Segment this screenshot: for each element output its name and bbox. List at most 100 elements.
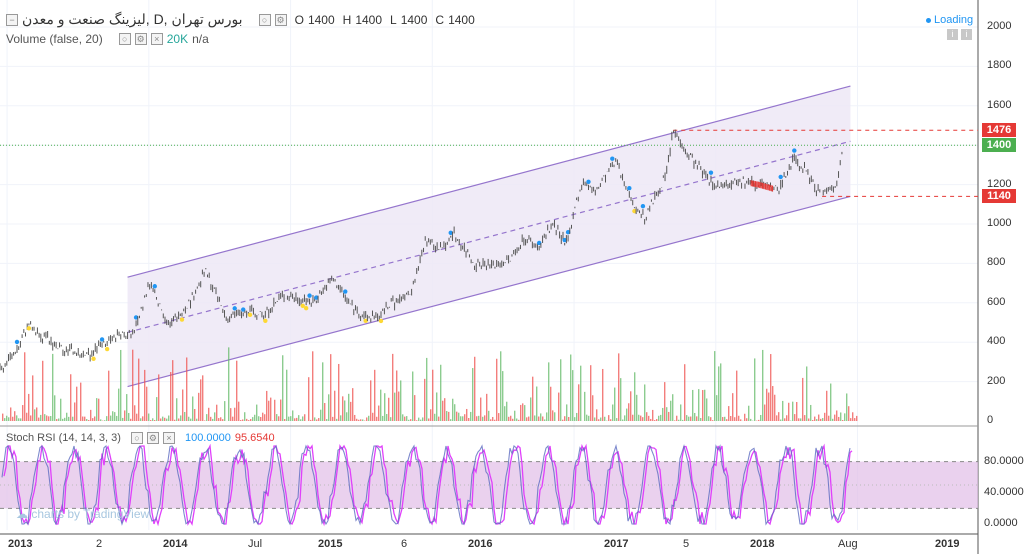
volume-bar (28, 393, 30, 421)
channel-lower-line[interactable] (127, 195, 851, 388)
volume-bar (722, 417, 724, 421)
visibility-icon[interactable]: ○ (258, 13, 271, 26)
volume-bar (474, 356, 476, 421)
volume-bar (358, 419, 360, 421)
info-icon[interactable]: i (947, 29, 958, 40)
volume-bar (380, 389, 382, 421)
volume-bar (638, 414, 640, 421)
volume-bar (144, 369, 146, 421)
signal-marker (632, 208, 637, 214)
channel-upper-line[interactable] (127, 85, 851, 278)
volume-bar (524, 405, 526, 421)
volume-bar (206, 414, 208, 421)
volume-bar (534, 415, 536, 421)
signal-marker (708, 170, 714, 175)
close-icon[interactable]: × (162, 432, 175, 444)
volume-bar (262, 412, 264, 421)
volume-bar (848, 406, 850, 421)
loading-text: Loading (934, 14, 974, 26)
volume-bar (740, 419, 742, 421)
time-axis-label: 2014 (163, 538, 188, 550)
volume-bar (688, 416, 690, 421)
volume-bar (114, 412, 116, 421)
volume-bar (10, 407, 12, 421)
volume-bar (696, 416, 698, 421)
volume-bar (546, 412, 548, 421)
volume-bar (658, 415, 660, 421)
volume-bar (168, 415, 170, 421)
signal-marker (152, 284, 157, 289)
signal-marker (610, 156, 615, 161)
volume-bar (56, 419, 58, 421)
volume-bar (614, 387, 616, 421)
volume-bar (140, 418, 142, 421)
volume-label[interactable]: Volume (false, 20) (6, 32, 103, 46)
volume-bar (194, 408, 196, 421)
volume-bar (636, 394, 638, 421)
tradingview-watermark[interactable]: ☁ charts by TradingView (16, 507, 150, 521)
collapse-icon[interactable]: − (6, 13, 18, 26)
volume-bar (676, 415, 678, 421)
volume-bar (484, 415, 486, 421)
volume-bar (110, 415, 112, 421)
settings-icon[interactable]: ⚙ (134, 33, 147, 45)
visibility-icon[interactable]: ○ (118, 33, 131, 45)
watermark-text: charts by TradingView (31, 507, 150, 521)
volume-bar (88, 419, 90, 421)
volume-bar (480, 397, 482, 421)
volume-bar (424, 378, 426, 421)
volume-bar (62, 418, 64, 421)
volume-bar (562, 419, 564, 421)
volume-bar (220, 417, 222, 421)
info-icon[interactable]: i (961, 29, 972, 40)
volume-bar (286, 369, 288, 421)
volume-bar (576, 412, 578, 421)
signal-marker (232, 306, 237, 311)
price-axis-label: 0 (987, 414, 994, 426)
volume-bar (278, 416, 280, 421)
volume-bar (150, 420, 152, 421)
volume-bar (518, 419, 520, 421)
price-axis-label: 1200 (987, 177, 1012, 190)
volume-bar (514, 410, 516, 421)
volume-bar (618, 353, 620, 421)
volume-bar (746, 418, 748, 421)
volume-bar (324, 403, 326, 421)
volume-bar (302, 416, 304, 421)
volume-bar (30, 415, 32, 421)
volume-bar (136, 413, 138, 421)
volume-bar (66, 412, 68, 421)
volume-bar (14, 411, 16, 421)
price-axis-label: 1800 (987, 59, 1012, 72)
volume-bar (678, 419, 680, 421)
volume-bar (160, 418, 162, 421)
volume-bar (90, 409, 92, 421)
volume-bar (832, 418, 834, 421)
stoch-d-value: 95.6540 (234, 432, 275, 444)
volume-bar (50, 416, 52, 421)
visibility-icon[interactable]: ○ (130, 432, 143, 444)
volume-bar (632, 414, 634, 421)
settings-icon[interactable]: ⚙ (274, 13, 287, 26)
channel-middle-line[interactable] (127, 140, 851, 333)
signal-marker (640, 203, 646, 209)
volume-bar (218, 418, 220, 421)
time-axis-label: 2 (96, 538, 103, 550)
volume-bar (60, 398, 62, 421)
volume-bar (112, 411, 114, 421)
volume-bar (372, 412, 374, 421)
volume-bar (650, 418, 652, 421)
close-icon[interactable]: × (150, 33, 163, 45)
volume-bar (96, 398, 98, 421)
signal-marker (363, 318, 368, 323)
volume-bar (260, 417, 262, 421)
volume-bar (48, 416, 50, 421)
stoch-label[interactable]: Stoch RSI (14, 14, 3, 3) (6, 432, 121, 444)
symbol-title[interactable]: لیزینگ صنعت و معدن, D, بورس تهران (22, 11, 243, 27)
volume-bar (784, 418, 786, 421)
volume-bar (24, 352, 26, 421)
volume-bar (702, 390, 704, 421)
settings-icon[interactable]: ⚙ (146, 432, 159, 444)
volume-bar (296, 417, 298, 421)
